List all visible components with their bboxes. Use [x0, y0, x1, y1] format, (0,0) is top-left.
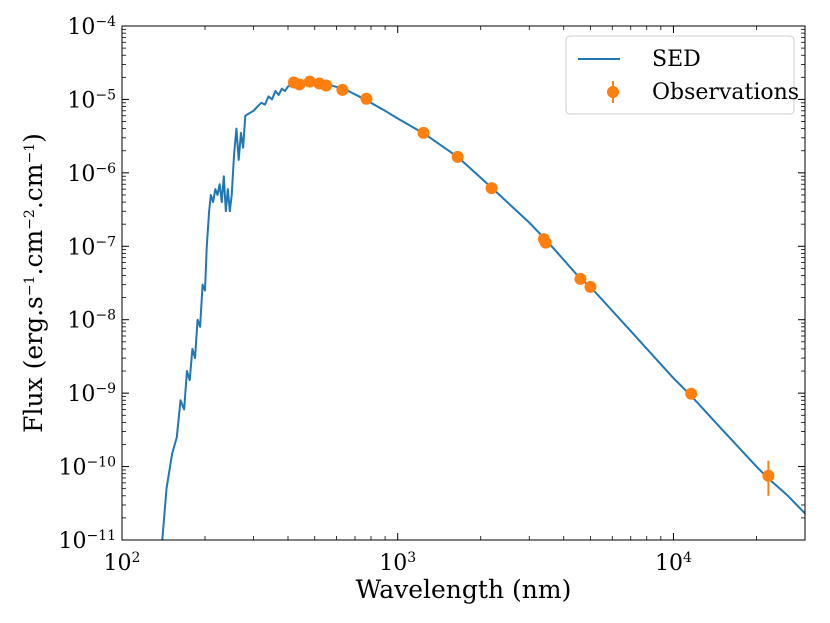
sed-line — [161, 81, 805, 540]
observation-point — [685, 387, 698, 400]
y-tick-label: 10−5 — [67, 87, 116, 113]
minor-ticks — [122, 26, 805, 540]
observation-point — [336, 83, 349, 96]
observation-point — [320, 79, 333, 92]
x-axis-label: Wavelength (nm) — [356, 575, 572, 604]
legend-box — [565, 35, 795, 115]
y-tick-label: 10−7 — [67, 234, 116, 260]
y-tick-label: 10−9 — [67, 381, 116, 407]
y-axis-label: Flux (erg.s−1.cm−2.cm−1) — [19, 133, 48, 433]
observation-point — [584, 280, 597, 293]
plot-area — [161, 75, 805, 540]
legend-observations-swatch — [607, 86, 619, 98]
observation-point — [293, 78, 306, 91]
legend-observations-label: Observations — [652, 80, 799, 105]
x-tick-label: 102 — [104, 550, 141, 576]
legend-sed-label: SED — [652, 47, 701, 72]
observation-point — [485, 182, 498, 195]
observation-point — [360, 92, 373, 105]
y-tick-label: 10−4 — [67, 14, 116, 40]
legend: SED Observations — [565, 35, 799, 115]
y-tick-label: 10−6 — [67, 161, 116, 187]
x-tick-label: 104 — [655, 550, 692, 576]
observation-point — [451, 150, 464, 163]
x-tick-label: 103 — [379, 550, 416, 576]
plot-frame — [121, 25, 806, 541]
observation-point — [574, 272, 587, 285]
y-tick-label: 10−11 — [58, 528, 116, 554]
observation-point — [417, 126, 430, 139]
tick-labels: 102 103 104 10−11 10−10 10−9 10−8 10−7 10−6 10−5 1… — [58, 14, 692, 576]
observation-point — [303, 75, 316, 88]
observation-point — [762, 469, 775, 482]
y-tick-label: 10−10 — [58, 455, 116, 481]
y-tick-label: 10−8 — [67, 308, 116, 334]
observation-point — [539, 236, 552, 249]
